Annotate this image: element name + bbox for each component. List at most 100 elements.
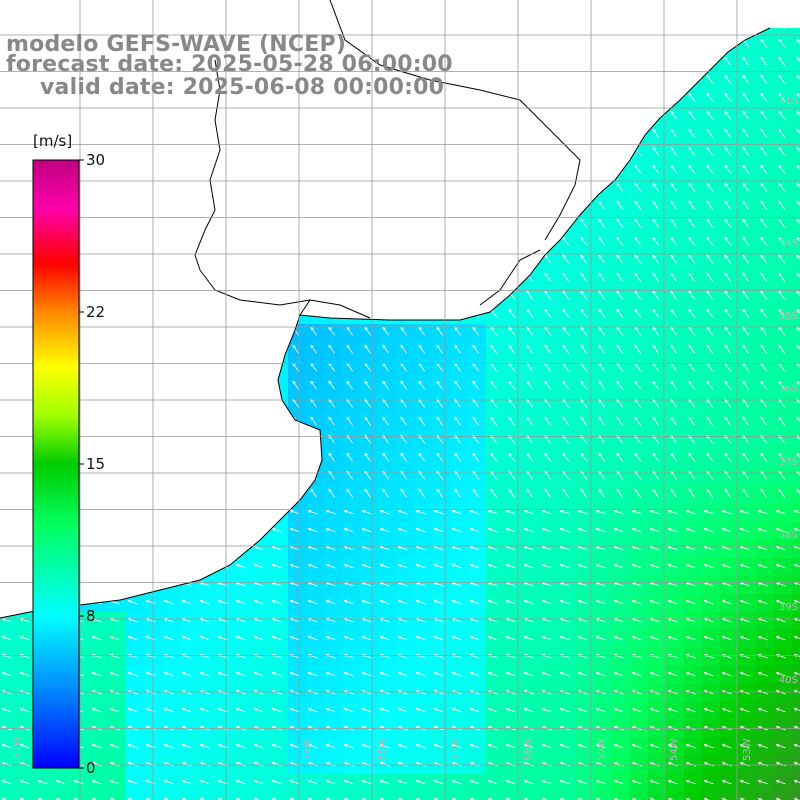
wind-arrow	[37, 779, 48, 785]
wind-arrow	[631, 509, 642, 515]
wind-arrow	[541, 743, 552, 749]
wind-arrow	[649, 563, 660, 569]
wind-arrow	[688, 200, 695, 210]
wind-arrow	[397, 635, 408, 641]
wind-arrow	[706, 182, 713, 192]
wind-arrow	[703, 743, 714, 749]
wind-arrow	[307, 743, 318, 749]
wind-arrow	[397, 671, 408, 677]
wind-arrow	[631, 563, 642, 569]
wind-speed-cell	[792, 270, 800, 288]
wind-arrow	[634, 254, 641, 264]
wind-arrow	[688, 182, 695, 192]
wind-speed-cell	[738, 792, 756, 800]
wind-speed-cell	[792, 126, 800, 144]
wind-arrow	[343, 635, 354, 641]
lat-label: 37S	[778, 457, 798, 468]
wind-arrow	[454, 380, 461, 390]
wind-arrow	[793, 599, 800, 604]
wind-arrow	[472, 344, 479, 354]
wind-arrow	[361, 779, 372, 785]
wind-arrow	[742, 272, 749, 282]
wind-arrow	[433, 635, 444, 641]
wind-speed-cell	[720, 792, 738, 800]
wind-arrow	[415, 743, 426, 749]
wind-arrow	[652, 344, 659, 354]
wind-arrow	[616, 308, 623, 318]
wind-arrow	[667, 671, 678, 677]
wind-arrow	[325, 779, 336, 785]
wind-arrow	[667, 635, 678, 641]
wind-arrow	[361, 563, 372, 569]
wind-arrow	[670, 200, 677, 210]
wind-arrow	[451, 527, 462, 533]
wind-arrow	[616, 182, 623, 192]
wind-arrow	[163, 671, 174, 677]
wind-arrow	[706, 308, 713, 318]
wind-arrow	[760, 182, 767, 192]
lon-label: 59W	[302, 738, 313, 761]
wind-arrow	[544, 344, 551, 354]
wind-arrow	[505, 563, 516, 569]
land-mass	[0, 0, 800, 618]
wind-arrow	[562, 452, 569, 462]
wind-arrow	[631, 635, 642, 641]
wind-arrow	[631, 707, 642, 713]
wind-arrow	[1, 635, 12, 641]
wind-arrow	[490, 416, 497, 426]
wind-arrow	[670, 146, 677, 156]
wind-arrow	[397, 743, 408, 749]
wind-arrow	[508, 416, 515, 426]
wind-arrow	[598, 236, 605, 246]
wind-arrow	[706, 290, 713, 300]
wind-arrow	[577, 779, 588, 785]
wind-speed-cell	[414, 792, 432, 800]
wind-arrow	[688, 92, 695, 102]
wind-arrow	[760, 38, 767, 48]
wind-arrow	[253, 635, 264, 641]
wind-arrow	[451, 563, 462, 569]
wind-arrow	[688, 254, 695, 264]
wind-arrow	[328, 380, 335, 390]
wind-arrow	[541, 509, 552, 515]
wind-arrow	[631, 527, 642, 533]
wind-arrow	[724, 308, 731, 318]
wind-arrow	[343, 563, 354, 569]
lon-label: 56W	[523, 738, 534, 761]
wind-arrow	[397, 527, 408, 533]
wind-arrow	[469, 635, 480, 641]
wind-arrow	[706, 254, 713, 264]
wind-speed-cell	[792, 36, 800, 54]
wind-arrow	[706, 416, 713, 426]
wind-arrow	[343, 707, 354, 713]
wind-arrow	[487, 797, 494, 800]
wind-arrow	[544, 380, 551, 390]
wind-arrow	[778, 488, 785, 498]
wind-arrow	[595, 707, 606, 713]
wind-arrow	[652, 308, 659, 318]
wind-arrow	[616, 416, 623, 426]
wind-speed-cell	[36, 792, 54, 800]
wind-arrow	[742, 200, 749, 210]
wind-arrow	[346, 452, 353, 462]
wind-arrow	[451, 743, 462, 749]
wind-arrow	[289, 563, 300, 569]
wind-arrow	[508, 344, 515, 354]
wind-arrow	[364, 380, 371, 390]
wind-arrow	[580, 236, 587, 246]
wind-speed-cell	[468, 792, 486, 800]
wind-arrow	[469, 599, 480, 605]
wind-arrow	[580, 290, 587, 300]
wind-arrow	[580, 452, 587, 462]
wind-arrow	[595, 599, 606, 605]
wind-arrow	[721, 509, 732, 515]
wind-arrow	[328, 488, 335, 498]
wind-arrow	[775, 671, 786, 677]
wind-arrow	[688, 344, 695, 354]
wind-arrow	[613, 527, 624, 533]
wind-arrow	[760, 218, 767, 228]
wind-arrow	[652, 164, 659, 174]
wind-arrow	[325, 527, 336, 533]
wind-arrow	[271, 599, 282, 605]
wind-arrow	[508, 308, 515, 318]
